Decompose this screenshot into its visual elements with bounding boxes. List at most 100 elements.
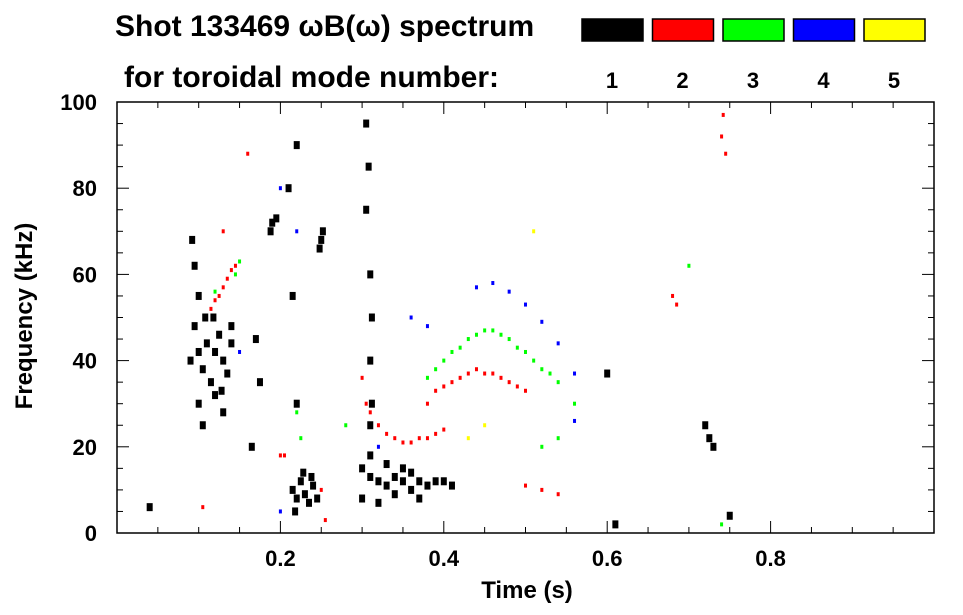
data-point-mode-1 — [612, 520, 619, 529]
x-tick-label: 0.8 — [755, 546, 786, 571]
data-point-mode-1 — [702, 421, 709, 430]
data-point-mode-1 — [308, 472, 315, 481]
data-point-mode-2 — [246, 151, 250, 156]
data-point-mode-2 — [393, 436, 397, 441]
data-point-mode-2 — [434, 431, 438, 436]
data-point-mode-1 — [314, 494, 321, 503]
data-point-mode-2 — [417, 436, 421, 441]
data-point-mode-2 — [364, 401, 368, 406]
data-point-mode-3 — [540, 367, 544, 372]
data-point-mode-3 — [687, 263, 691, 268]
data-point-mode-2 — [425, 401, 429, 406]
y-tick-label: 0 — [85, 521, 97, 546]
data-point-mode-2 — [225, 276, 229, 281]
data-point-mode-2 — [442, 427, 446, 432]
data-point-mode-5 — [466, 436, 470, 441]
data-point-mode-1 — [187, 356, 194, 365]
plot-frame — [116, 101, 935, 534]
legend-swatch-5 — [863, 18, 926, 42]
y-axis: 0 20 40 60 80 100 — [60, 90, 934, 546]
data-point-mode-4 — [524, 302, 527, 307]
data-point-mode-2 — [229, 268, 233, 273]
data-point-mode-1 — [706, 434, 713, 443]
legend-label-2: 2 — [676, 68, 688, 93]
data-point-mode-2 — [221, 285, 225, 290]
data-point-mode-2 — [720, 134, 724, 139]
data-point-mode-1 — [383, 460, 390, 469]
data-point-mode-3 — [299, 436, 303, 441]
data-point-mode-4 — [278, 509, 282, 514]
data-point-mode-1 — [363, 205, 370, 214]
data-point-mode-1 — [310, 481, 317, 490]
data-point-mode-2 — [425, 436, 429, 441]
data-point-mode-2 — [721, 112, 725, 117]
data-point-mode-1 — [391, 490, 398, 499]
data-point-mode-2 — [323, 518, 327, 523]
data-point-mode-2 — [217, 293, 221, 298]
data-point-mode-2 — [282, 453, 286, 458]
data-point-mode-3 — [466, 337, 470, 342]
data-point-mode-1 — [363, 119, 370, 128]
legend: 1 2 3 4 5 — [581, 18, 926, 93]
data-point-mode-2 — [483, 371, 487, 376]
data-point-mode-3 — [295, 410, 299, 415]
data-point-mode-1 — [273, 214, 280, 223]
data-point-mode-4 — [540, 319, 544, 324]
y-tick-label: 20 — [73, 435, 97, 460]
data-point-mode-3 — [425, 375, 429, 380]
data-point-mode-2 — [278, 453, 282, 458]
data-point-mode-2 — [360, 375, 364, 380]
data-point-mode-1 — [316, 244, 323, 253]
data-point-mode-1 — [305, 498, 312, 507]
data-point-mode-1 — [289, 485, 296, 494]
data-point-mode-1 — [212, 391, 219, 400]
data-point-mode-1 — [203, 339, 210, 348]
data-point-mode-1 — [207, 378, 214, 387]
y-tick-label: 100 — [60, 90, 97, 115]
data-point-mode-1 — [195, 291, 202, 300]
data-point-mode-1 — [293, 141, 300, 150]
data-point-mode-2 — [442, 384, 446, 389]
data-point-mode-1 — [216, 330, 223, 339]
legend-label-3: 3 — [747, 68, 759, 93]
data-point-mode-1 — [202, 313, 209, 322]
data-point-mode-5 — [483, 423, 487, 428]
data-point-mode-1 — [367, 270, 374, 279]
data-point-mode-2 — [233, 263, 237, 268]
data-point-mode-1 — [199, 365, 206, 374]
data-point-mode-2 — [466, 371, 470, 376]
data-point-mode-1 — [269, 218, 276, 227]
data-point-mode-1 — [267, 227, 274, 236]
data-point-mode-2 — [724, 151, 728, 156]
data-point-mode-1 — [367, 356, 374, 365]
data-point-mode-3 — [532, 358, 536, 363]
data-point-mode-1 — [318, 235, 325, 244]
data-point-mode-1 — [191, 261, 198, 270]
data-point-mode-3 — [556, 380, 560, 385]
data-point-mode-1 — [297, 477, 304, 486]
data-point-mode-2 — [376, 423, 380, 428]
data-point-mode-1 — [368, 399, 375, 408]
data-point-mode-2 — [213, 298, 217, 303]
data-point-mode-1 — [220, 356, 227, 365]
data-point-mode-2 — [671, 293, 675, 298]
data-point-mode-1 — [424, 481, 431, 490]
data-marks — [146, 112, 733, 529]
data-point-mode-3 — [233, 272, 237, 277]
data-point-mode-2 — [434, 388, 438, 393]
data-point-mode-3 — [524, 349, 527, 354]
data-point-mode-1 — [359, 464, 366, 473]
data-point-mode-3 — [458, 345, 462, 350]
data-point-mode-1 — [300, 468, 307, 477]
data-point-mode-1 — [440, 477, 447, 486]
data-point-mode-1 — [195, 347, 202, 356]
data-point-mode-2 — [491, 371, 495, 376]
data-point-mode-3 — [238, 259, 242, 264]
data-point-mode-2 — [385, 431, 389, 436]
data-point-mode-1 — [293, 494, 300, 503]
data-point-mode-3 — [213, 289, 217, 294]
data-point-mode-3 — [450, 349, 454, 354]
data-point-mode-1 — [228, 339, 235, 348]
data-point-mode-1 — [212, 347, 219, 356]
